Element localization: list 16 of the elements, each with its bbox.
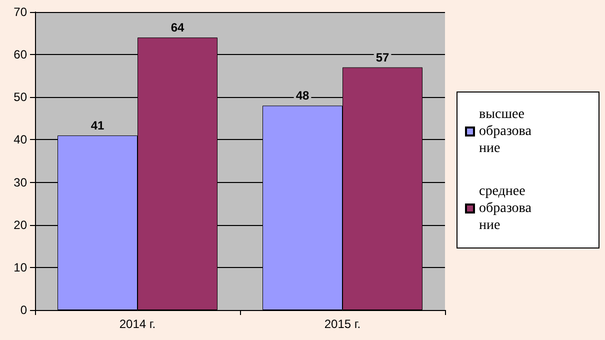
- data-label: 41: [90, 118, 104, 132]
- data-label: 57: [376, 50, 390, 64]
- legend-label: среднее образование: [479, 184, 532, 233]
- x-tick-label: 2015 г.: [324, 317, 361, 331]
- y-tick-label: 30: [14, 175, 28, 190]
- y-tick-label: 0: [20, 303, 28, 317]
- y-tick-label: 40: [14, 132, 28, 147]
- y-tick-label: 20: [14, 218, 28, 232]
- y-tick-label: 50: [14, 90, 28, 104]
- data-label: 64: [170, 20, 184, 35]
- y-tick-label: 10: [14, 260, 28, 274]
- legend-label: высшее образование: [479, 107, 532, 156]
- y-tick-label: 60: [14, 48, 28, 62]
- y-tick-label: 70: [14, 5, 28, 19]
- data-label: 48: [296, 88, 310, 103]
- x-tick-label: 2014 г.: [119, 317, 156, 331]
